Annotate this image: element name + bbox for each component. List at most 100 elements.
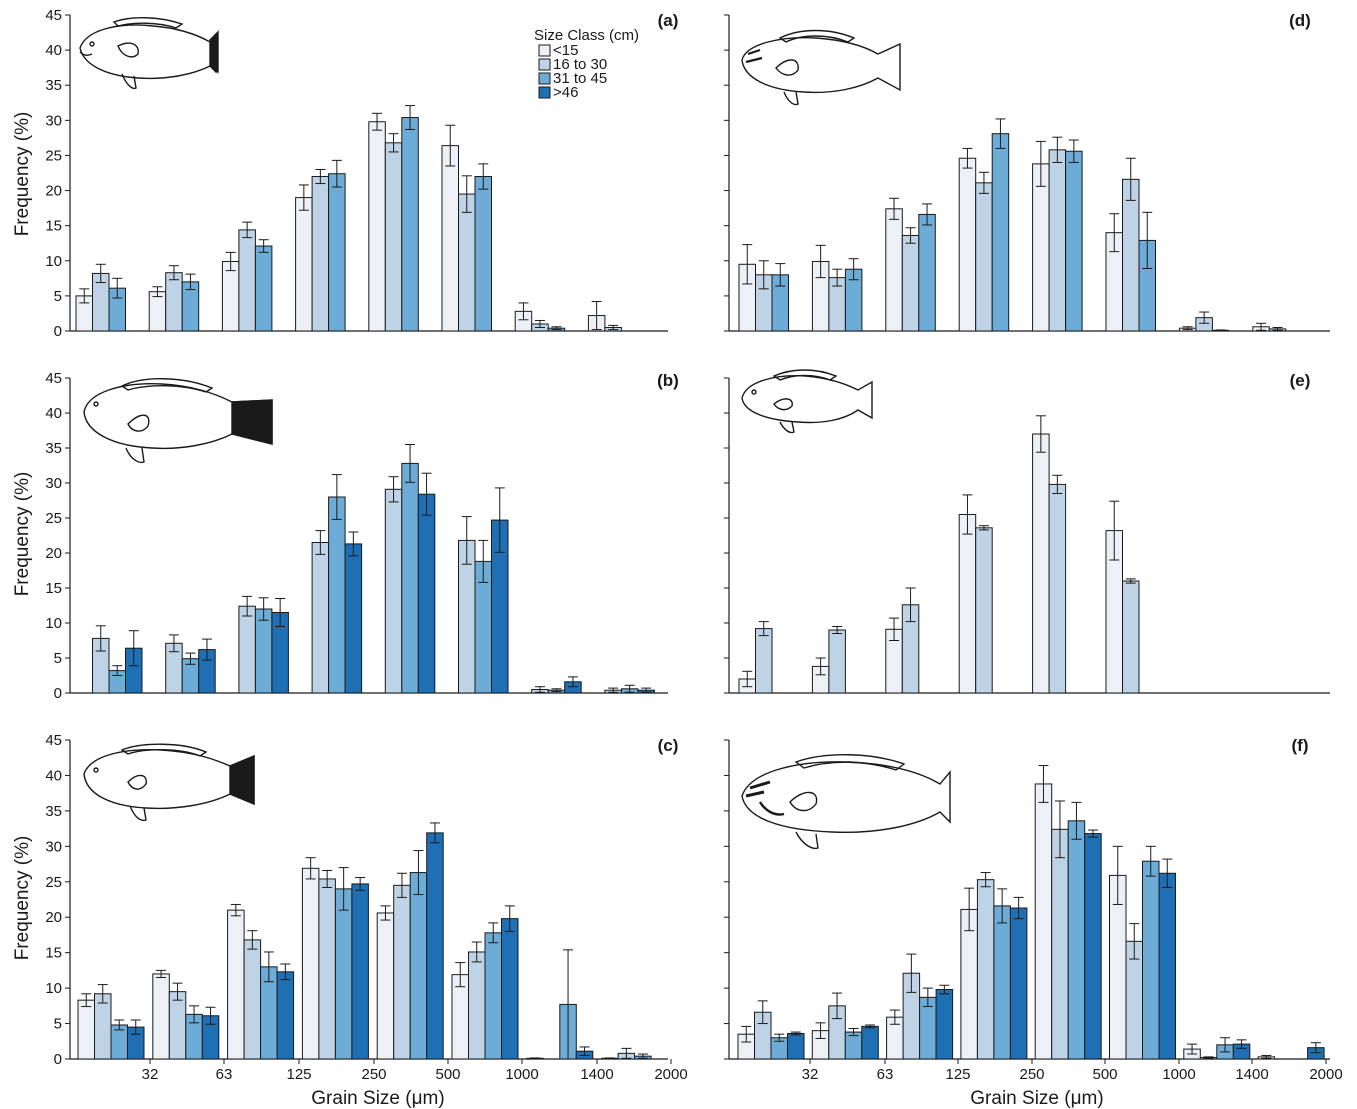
y-tick-label: 20: [45, 909, 62, 926]
bar-31-45: [328, 496, 346, 694]
y-tick-label: 40: [45, 405, 62, 422]
legend-label-16-30: 16 to 30: [553, 56, 607, 73]
y-tick-label: 40: [45, 767, 62, 784]
legend-label-lt15: <15: [553, 42, 578, 59]
y-tick-label: 40: [45, 42, 62, 59]
y-tick-label: 10: [45, 253, 62, 270]
bar-lt15: [960, 908, 978, 1060]
bar-gt46: [1158, 872, 1176, 1060]
y-tick-label: 45: [45, 370, 62, 387]
bar-16-30: [1051, 828, 1069, 1060]
legend-swatch-31-45: [538, 72, 551, 85]
x-tick-label: 1400: [580, 1066, 613, 1083]
bar-gt46: [417, 493, 436, 694]
bar-31-45: [328, 173, 346, 332]
panel-label-a: (a): [658, 11, 679, 30]
bar-31-45: [409, 872, 428, 1060]
bar-16-30: [1048, 483, 1067, 694]
legend: Size Class (cm) <15 16 to 30 31 to 45 >4…: [534, 27, 639, 101]
bar-16-30: [1122, 178, 1140, 332]
x-tick-label: 250: [1019, 1066, 1044, 1083]
y-tick-label: 0: [54, 1051, 62, 1068]
legend-label-gt46: >46: [553, 84, 578, 101]
bar-16-30: [755, 628, 773, 694]
x-tick-label: 32: [802, 1066, 819, 1083]
bar-gt46: [351, 883, 369, 1060]
y-tick-label: 20: [45, 183, 62, 200]
bar-lt15: [148, 291, 167, 332]
panel-f-chart: 32 63 125 250 500 1000 1400 2000: [724, 739, 1343, 1083]
bar-31-45: [401, 462, 419, 694]
x-tick-label: 250: [361, 1066, 386, 1083]
bar-16-30: [243, 939, 262, 1060]
bar-16-30: [94, 993, 112, 1060]
bar-16-30: [975, 527, 993, 694]
bar-lt15: [376, 912, 395, 1060]
bar-31-45: [1065, 150, 1083, 332]
legend-swatch-lt15: [538, 44, 551, 57]
y-tick-label: 25: [45, 147, 62, 164]
panel-c-chart: 0 5 10 15 20 25 30 35 40 45 32 63 125 250 500 1000 1400 2…: [45, 732, 687, 1083]
bar-16-30: [384, 488, 403, 694]
bar-lt15: [227, 909, 245, 1060]
y-tick-label: 5: [54, 1016, 62, 1033]
legend-label-31-45: 31 to 45: [553, 70, 607, 87]
panel-b-chart: 0 5 10 15 20 25 30 35 40 45: [45, 370, 668, 702]
bar-lt15: [885, 208, 903, 332]
bar-lt15: [1034, 783, 1053, 1060]
bar-31-45: [484, 932, 502, 1060]
fish-illustration-e: [741, 369, 873, 434]
bar-gt46: [501, 918, 519, 1060]
x-tick-label: 2000: [654, 1066, 687, 1083]
bar-lt15: [958, 157, 977, 332]
bar-16-30: [1048, 149, 1067, 332]
bar-16-30: [828, 629, 846, 694]
bar-lt15: [1032, 163, 1050, 332]
bar-lt15: [958, 514, 977, 694]
y-tick-label: 15: [45, 945, 62, 962]
bar-16-30: [311, 176, 330, 332]
bar-31-45: [334, 888, 353, 1060]
bar-gt46: [276, 971, 295, 1060]
x-tick-label: 1000: [1162, 1066, 1195, 1083]
y-tick-label: 10: [45, 980, 62, 997]
x-tick-label: 125: [945, 1066, 970, 1083]
bar-lt15: [301, 867, 320, 1060]
legend-swatch-gt46: [538, 86, 551, 99]
y-axis-title-a: Frequency (%): [12, 112, 33, 237]
bar-16-30: [238, 605, 256, 694]
x-tick-label: 63: [877, 1066, 894, 1083]
x-tick-label: 2000: [1309, 1066, 1342, 1083]
panel-label-f: (f): [1292, 736, 1309, 755]
bar-16-30: [901, 234, 920, 332]
y-tick-label: 35: [45, 803, 62, 820]
bar-16-30: [458, 193, 476, 332]
panel-a-chart: 0 5 10 15 20 25 30 35 40 45: [45, 7, 668, 340]
y-tick-label: 45: [45, 7, 62, 24]
bar-gt46: [1084, 833, 1102, 1060]
y-tick-label: 25: [45, 510, 62, 527]
bar-lt15: [451, 974, 469, 1060]
bar-gt46: [1009, 907, 1028, 1060]
y-tick-label: 30: [45, 112, 62, 129]
bar-lt15: [152, 973, 170, 1060]
fish-illustration-a: [79, 17, 219, 90]
panel-e-chart: [724, 377, 1330, 694]
bar-gt46: [426, 832, 444, 1060]
bar-16-30: [311, 542, 330, 694]
x-tick-label: 125: [286, 1066, 311, 1083]
bar-16-30: [238, 229, 256, 332]
y-tick-label: 15: [45, 218, 62, 235]
bar-lt15: [77, 999, 95, 1060]
y-tick-label: 15: [45, 580, 62, 597]
bar-31-45: [401, 117, 419, 332]
y-axis-title-c: Frequency (%): [12, 836, 33, 961]
bar-lt15: [441, 145, 459, 332]
bar-16-30: [468, 951, 486, 1060]
bar-lt15: [368, 121, 386, 332]
panel-label-e: (e): [1290, 371, 1311, 390]
x-axis-title-f: Grain Size (μm): [970, 1088, 1103, 1109]
y-tick-label: 45: [45, 732, 62, 749]
bar-16-30: [165, 272, 183, 332]
